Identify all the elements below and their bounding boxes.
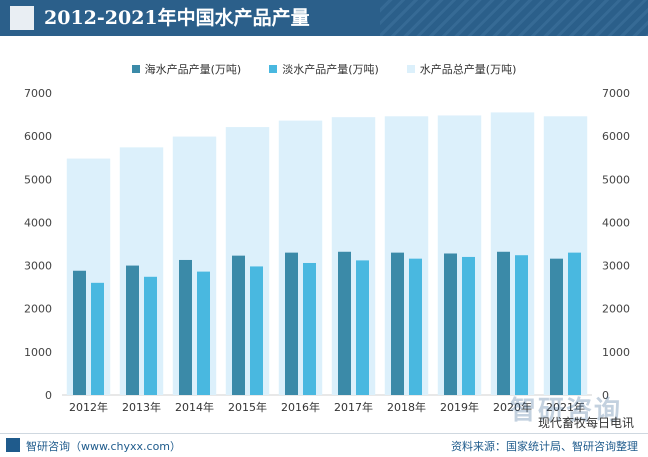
y-tick-label-right: 0	[602, 389, 609, 402]
x-tick-label: 2019年	[440, 400, 479, 414]
bar-marine	[232, 255, 245, 395]
bar-marine	[497, 251, 510, 395]
legend-label-total: 水产品总产量(万吨)	[419, 63, 517, 76]
x-tick-label: 2015年	[228, 400, 267, 414]
legend-item-marine: 海水产品产量(万吨)	[131, 60, 242, 78]
page-title: 2012-2021年中国水产品产量	[44, 7, 310, 29]
bar-marine	[444, 253, 457, 395]
bar-freshwater	[409, 258, 422, 395]
x-tick-label: 2020年	[493, 400, 532, 414]
y-tick-label-left: 5000	[24, 173, 52, 186]
bar-freshwater	[303, 262, 316, 395]
watermark-text: 智研咨询	[509, 396, 622, 426]
y-tick-label-right: 4000	[602, 216, 630, 229]
bar-marine	[73, 270, 86, 395]
header-bar: 2012-2021年中国水产品产量	[0, 0, 648, 36]
y-tick-label-right: 6000	[602, 130, 630, 143]
wechat-credit: 现代畜牧每日电讯	[537, 416, 634, 430]
y-tick-label-left: 1000	[24, 346, 52, 359]
footer-website: 智研咨询（www.chyxx.com）	[26, 440, 182, 453]
bar-freshwater	[515, 255, 528, 395]
legend-swatch-marine	[131, 65, 140, 73]
bar-marine	[338, 251, 351, 395]
y-tick-label-left: 3000	[24, 260, 52, 273]
y-tick-label-left: 0	[45, 389, 52, 402]
y-tick-label-right: 2000	[602, 303, 630, 316]
bar-freshwater	[568, 252, 581, 395]
brand-logo-icon	[10, 6, 34, 30]
legend-item-freshwater: 淡水产品产量(万吨)	[269, 60, 379, 78]
y-tick-label-left: 2000	[24, 303, 52, 316]
x-tick-label: 2018年	[387, 400, 426, 414]
legend-swatch-freshwater	[269, 65, 278, 73]
bar-marine	[391, 252, 404, 395]
legend-label-marine: 海水产品产量(万吨)	[144, 63, 242, 76]
legend-item-total: 水产品总产量(万吨)	[406, 60, 517, 78]
footer-source: 资料来源：国家统计局、智研咨询整理	[451, 440, 638, 453]
bar-freshwater	[356, 260, 369, 395]
bar-marine	[285, 252, 298, 395]
bar-marine	[550, 258, 563, 395]
y-tick-label-right: 5000	[602, 173, 630, 186]
chart-legend: 海水产品产量(万吨) 淡水产品产量(万吨) 水产品总产量(万吨)	[0, 60, 648, 78]
bar-freshwater	[462, 256, 475, 395]
legend-label-freshwater: 淡水产品产量(万吨)	[282, 63, 379, 76]
bar-freshwater	[250, 266, 263, 395]
y-tick-label-right: 7000	[602, 87, 630, 100]
y-tick-label-right: 3000	[602, 260, 630, 273]
legend-swatch-total	[406, 65, 415, 73]
x-tick-label: 2021年	[546, 400, 585, 414]
x-tick-label: 2013年	[122, 400, 161, 414]
x-tick-label: 2017年	[334, 400, 373, 414]
y-tick-label-left: 6000	[24, 130, 52, 143]
footer-bar: 智研咨询（www.chyxx.com） 资料来源：国家统计局、智研咨询整理	[0, 433, 648, 457]
header-decoration	[380, 0, 648, 36]
x-tick-label: 2016年	[281, 400, 320, 414]
x-tick-label: 2014年	[175, 400, 214, 414]
y-tick-label-left: 4000	[24, 216, 52, 229]
x-tick-label: 2012年	[69, 400, 108, 414]
footer-logo-icon	[6, 438, 20, 452]
y-tick-label-left: 7000	[24, 87, 52, 100]
bar-freshwater	[91, 282, 104, 395]
y-tick-label-right: 1000	[602, 346, 630, 359]
bar-freshwater	[144, 276, 157, 395]
chart-area: 0 0 1000 1000 2000 2000 3000 3000 4000 4000 5000 50…	[24, 87, 630, 414]
bar-marine	[179, 259, 192, 395]
bar-freshwater	[197, 271, 210, 395]
bar-marine	[126, 265, 139, 395]
